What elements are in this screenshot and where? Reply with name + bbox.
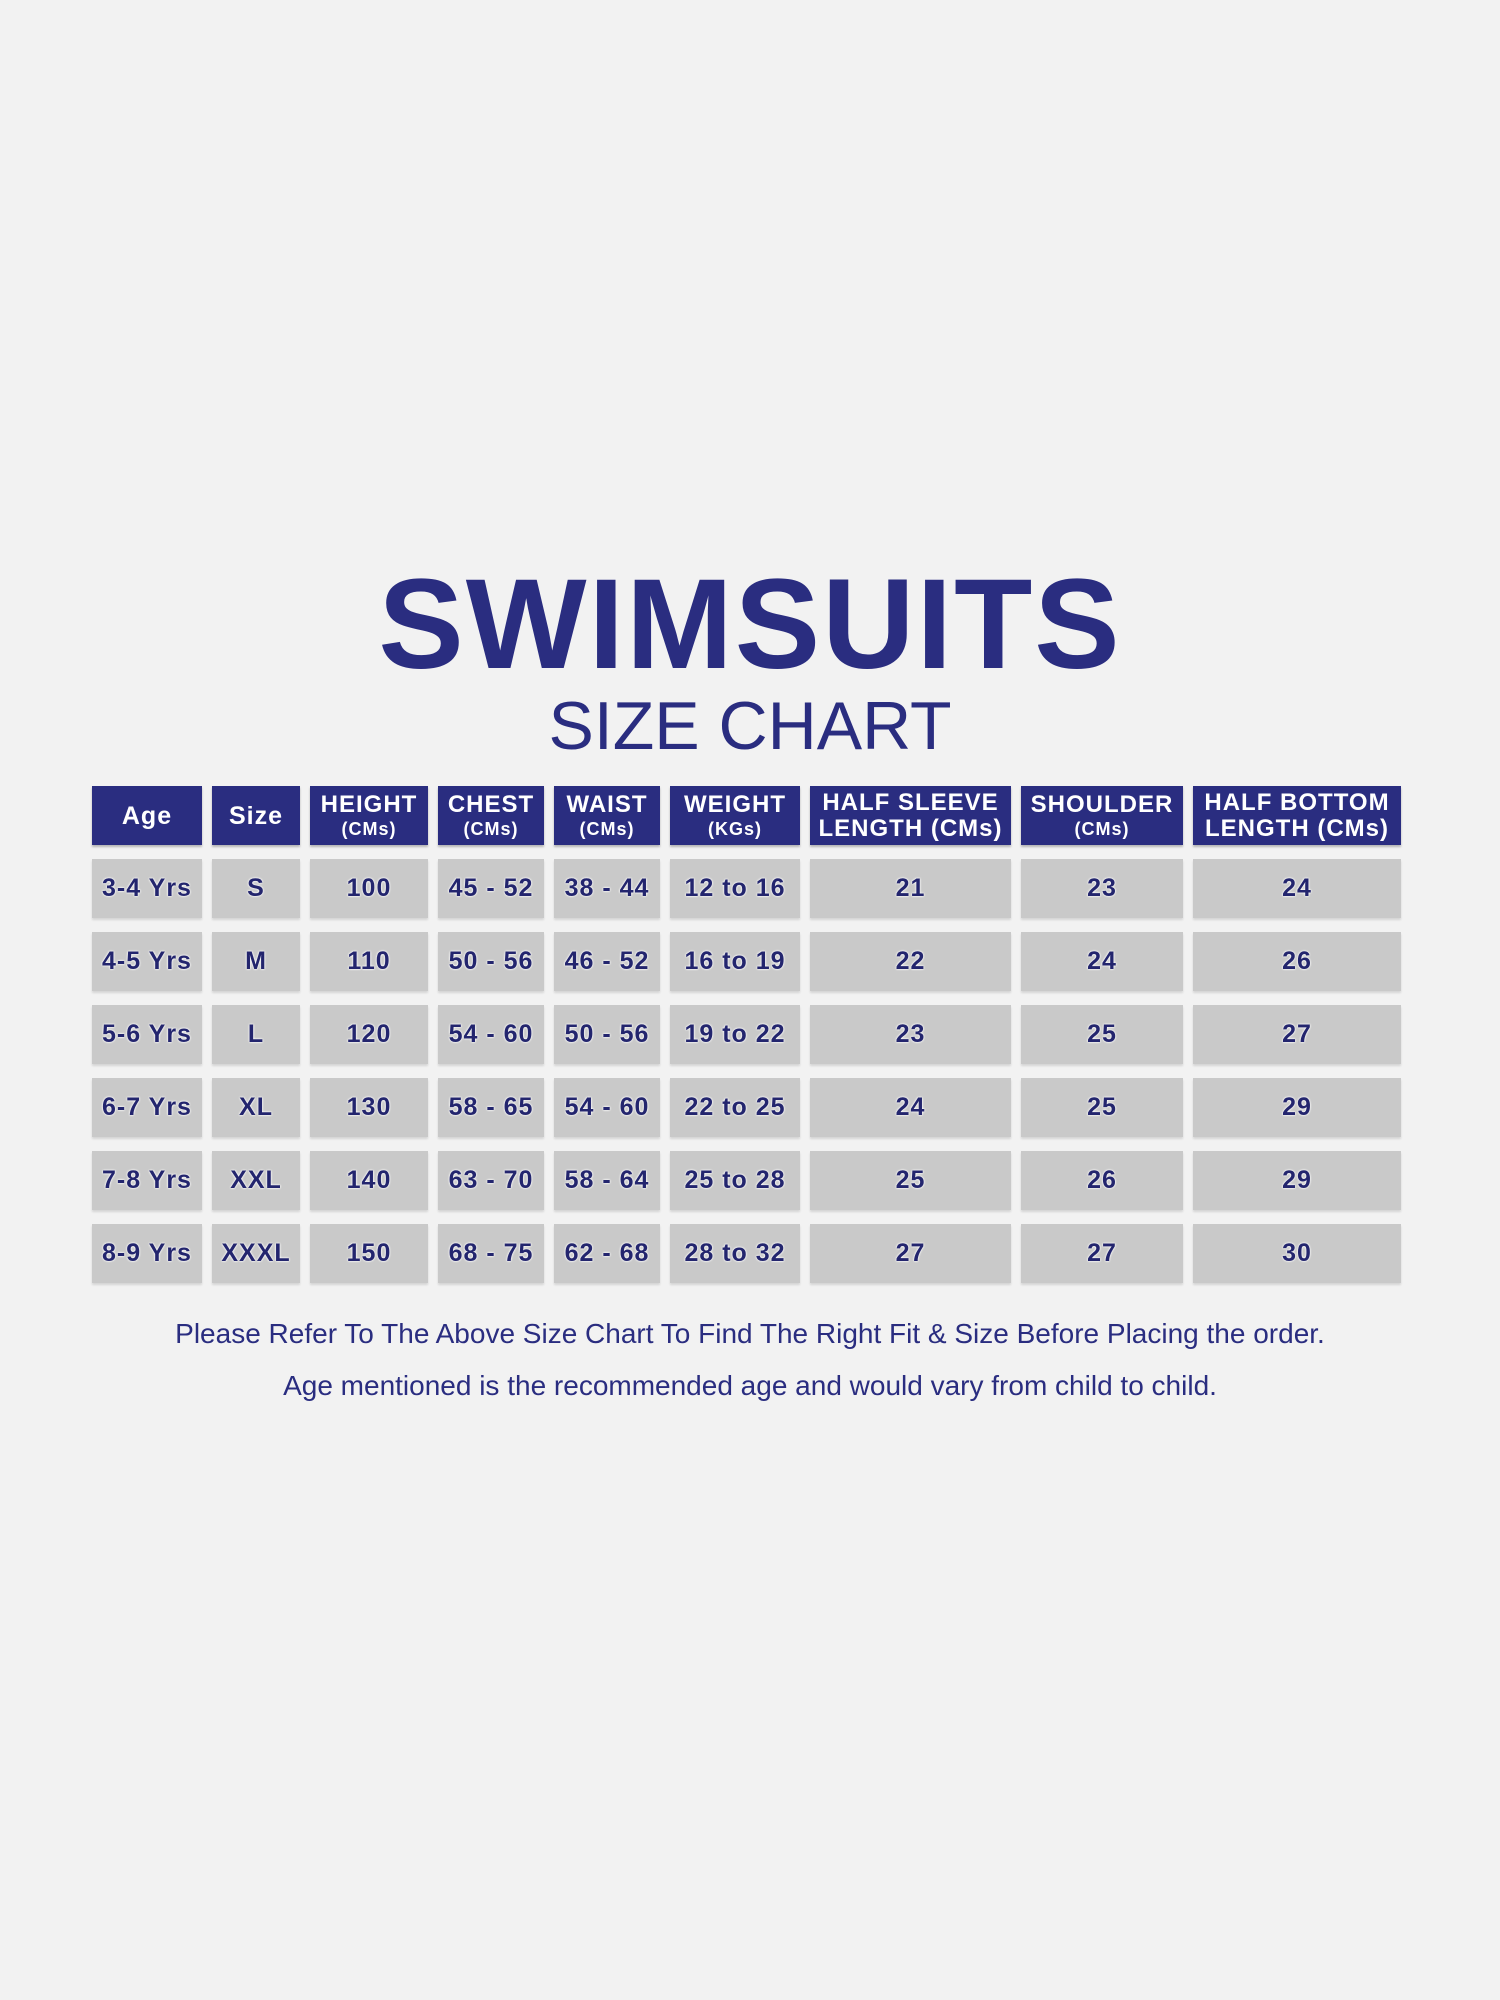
table-cell: L bbox=[212, 1005, 300, 1064]
table-cell: 58 - 65 bbox=[438, 1078, 544, 1137]
table-cell: 62 - 68 bbox=[554, 1224, 660, 1283]
table-cell: 54 - 60 bbox=[438, 1005, 544, 1064]
table-cell: 29 bbox=[1193, 1078, 1401, 1137]
table-cell: 24 bbox=[810, 1078, 1011, 1137]
table-cell: 12 to 16 bbox=[670, 859, 800, 918]
table-cell: 30 bbox=[1193, 1224, 1401, 1283]
table-cell: XXL bbox=[212, 1151, 300, 1210]
table-cell: 23 bbox=[1021, 859, 1183, 918]
column-header-title: Age bbox=[121, 801, 173, 830]
column-header-unit: (CMs) bbox=[463, 818, 519, 839]
table-cell: 38 - 44 bbox=[554, 859, 660, 918]
column-header: HEIGHT (CMs) bbox=[310, 786, 428, 845]
table-cell: 25 bbox=[810, 1151, 1011, 1210]
table-cell: 46 - 52 bbox=[554, 932, 660, 991]
column-header-title: WEIGHT bbox=[684, 790, 786, 818]
column-header-unit: (CMs) bbox=[1074, 818, 1130, 839]
table-cell: 50 - 56 bbox=[438, 932, 544, 991]
table-cell: 7-8 Yrs bbox=[92, 1151, 202, 1210]
table-cell: 21 bbox=[810, 859, 1011, 918]
table-cell: 24 bbox=[1021, 932, 1183, 991]
column-header: Age bbox=[92, 786, 202, 845]
column-header-unit: (KGs) bbox=[708, 818, 762, 839]
table-cell: 3-4 Yrs bbox=[92, 859, 202, 918]
page-title: SWIMSUITS bbox=[378, 553, 1122, 696]
column-header: WEIGHT (KGs) bbox=[670, 786, 800, 845]
table-cell: 29 bbox=[1193, 1151, 1401, 1210]
table-cell: 16 to 19 bbox=[670, 932, 800, 991]
table-cell: 25 bbox=[1021, 1078, 1183, 1137]
table-cell: 54 - 60 bbox=[554, 1078, 660, 1137]
table-cell: XXXL bbox=[212, 1224, 300, 1283]
note-line-1: Please Refer To The Above Size Chart To … bbox=[175, 1318, 1325, 1349]
table-cell: 23 bbox=[810, 1005, 1011, 1064]
column-header: CHEST (CMs) bbox=[438, 786, 544, 845]
note-line-2: Age mentioned is the recommended age and… bbox=[283, 1370, 1217, 1401]
table-cell: 4-5 Yrs bbox=[92, 932, 202, 991]
table-cell: 130 bbox=[310, 1078, 428, 1137]
column-header-unit: LENGTH (CMs) bbox=[818, 814, 1003, 842]
table-cell: 27 bbox=[1193, 1005, 1401, 1064]
table-cell: 19 to 22 bbox=[670, 1005, 800, 1064]
table-cell: 22 to 25 bbox=[670, 1078, 800, 1137]
column-header: HALF BOTTOM LENGTH (CMs) bbox=[1193, 786, 1401, 845]
table-cell: 6-7 Yrs bbox=[92, 1078, 202, 1137]
column-header-title: SHOULDER bbox=[1030, 790, 1174, 818]
size-chart-table: Age Size HEIGHT (CMs) CHEST (CMs) WAIST (CMs) WE… bbox=[92, 786, 1401, 1283]
table-cell: 50 - 56 bbox=[554, 1005, 660, 1064]
column-header-title: HALF SLEEVE bbox=[822, 788, 999, 816]
column-header: WAIST (CMs) bbox=[554, 786, 660, 845]
table-cell: 26 bbox=[1021, 1151, 1183, 1210]
table-cell: 26 bbox=[1193, 932, 1401, 991]
column-header-title: CHEST bbox=[447, 790, 535, 818]
column-header: Size bbox=[212, 786, 300, 845]
table-cell: XL bbox=[212, 1078, 300, 1137]
table-cell: 25 to 28 bbox=[670, 1151, 800, 1210]
table-cell: 140 bbox=[310, 1151, 428, 1210]
table-cell: 25 bbox=[1021, 1005, 1183, 1064]
table-cell: 110 bbox=[310, 932, 428, 991]
table-cell: 27 bbox=[1021, 1224, 1183, 1283]
page-subtitle: SIZE CHART bbox=[548, 688, 952, 764]
table-cell: 120 bbox=[310, 1005, 428, 1064]
table-cell: 24 bbox=[1193, 859, 1401, 918]
table-cell: 22 bbox=[810, 932, 1011, 991]
column-header-title: WAIST bbox=[566, 790, 648, 818]
column-header: SHOULDER (CMs) bbox=[1021, 786, 1183, 845]
column-header-unit: (CMs) bbox=[579, 818, 635, 839]
table-cell: S bbox=[212, 859, 300, 918]
table-cell: 68 - 75 bbox=[438, 1224, 544, 1283]
table-cell: M bbox=[212, 932, 300, 991]
column-header-title: HALF BOTTOM bbox=[1204, 788, 1390, 816]
table-cell: 27 bbox=[810, 1224, 1011, 1283]
column-header: HALF SLEEVE LENGTH (CMs) bbox=[810, 786, 1011, 845]
column-header-title: Size bbox=[228, 801, 284, 830]
column-header-title: HEIGHT bbox=[320, 790, 418, 818]
table-cell: 150 bbox=[310, 1224, 428, 1283]
table-cell: 8-9 Yrs bbox=[92, 1224, 202, 1283]
table-cell: 28 to 32 bbox=[670, 1224, 800, 1283]
table-cell: 100 bbox=[310, 859, 428, 918]
column-header-unit: LENGTH (CMs) bbox=[1205, 814, 1389, 842]
column-header-unit: (CMs) bbox=[341, 818, 397, 839]
table-cell: 45 - 52 bbox=[438, 859, 544, 918]
table-cell: 63 - 70 bbox=[438, 1151, 544, 1210]
table-cell: 58 - 64 bbox=[554, 1151, 660, 1210]
table-cell: 5-6 Yrs bbox=[92, 1005, 202, 1064]
